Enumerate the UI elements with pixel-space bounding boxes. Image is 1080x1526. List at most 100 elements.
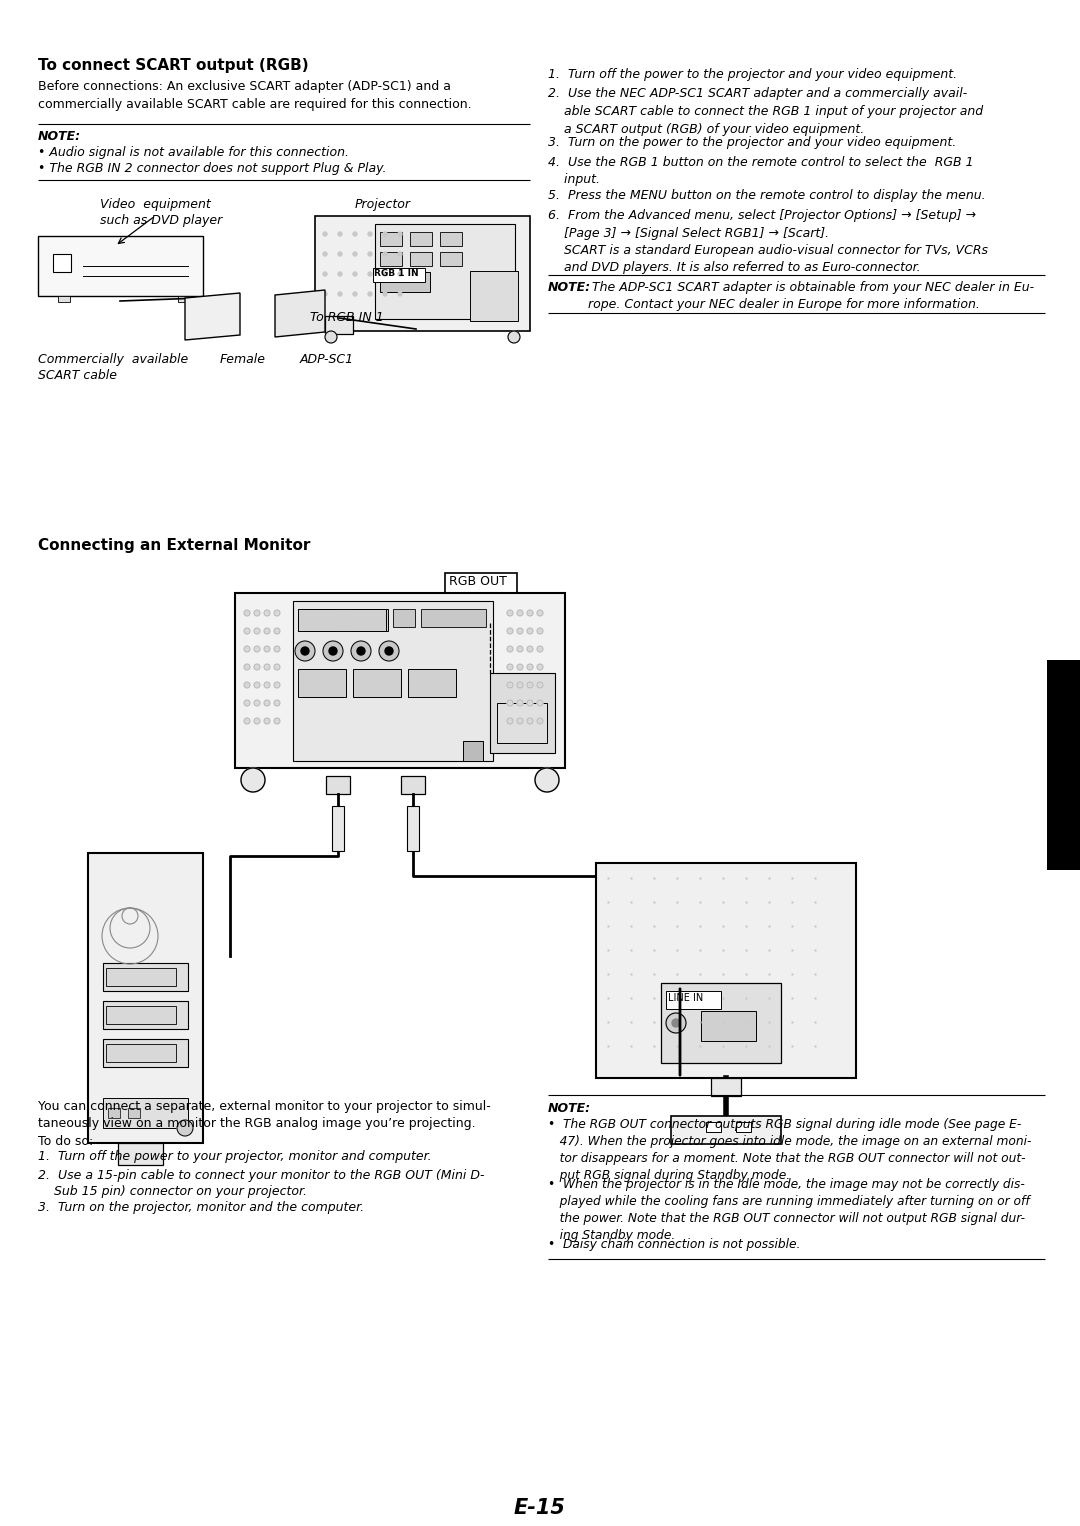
Text: 3.  Turn on the power to the projector and your video equipment.: 3. Turn on the power to the projector an… (548, 136, 956, 150)
Bar (326, 777, 350, 794)
Bar (298, 609, 338, 630)
Bar (315, 217, 530, 331)
Bar (706, 1122, 721, 1132)
Circle shape (338, 291, 342, 296)
Circle shape (537, 610, 543, 617)
Circle shape (244, 664, 249, 670)
Bar (58, 296, 70, 302)
Circle shape (537, 719, 543, 723)
Bar (440, 252, 462, 266)
Circle shape (323, 291, 327, 296)
Text: To RGB IN 1: To RGB IN 1 (310, 311, 383, 324)
Text: Before connections: An exclusive SCART adapter (ADP-SC1) and a
commercially avai: Before connections: An exclusive SCART a… (38, 79, 472, 111)
Bar (325, 316, 353, 334)
Circle shape (323, 252, 327, 256)
Bar (235, 594, 565, 768)
Text: LINE IN: LINE IN (669, 993, 703, 1003)
Bar (380, 252, 402, 266)
Bar (373, 269, 426, 282)
Circle shape (244, 645, 249, 652)
Bar (298, 609, 386, 630)
Bar (490, 673, 555, 752)
Bar (353, 668, 401, 697)
Circle shape (241, 768, 265, 792)
Text: •  Daisy chain connection is not possible.: • Daisy chain connection is not possible… (548, 1238, 800, 1251)
Circle shape (383, 232, 387, 237)
Bar (103, 963, 188, 990)
Circle shape (264, 719, 270, 723)
Text: Commercially  available
SCART cable: Commercially available SCART cable (38, 353, 188, 382)
Circle shape (379, 641, 399, 661)
Circle shape (301, 647, 309, 655)
Bar (497, 703, 546, 743)
Bar (440, 232, 462, 246)
Bar (375, 224, 515, 319)
Circle shape (384, 647, 393, 655)
Circle shape (517, 645, 523, 652)
Text: E-15: E-15 (514, 1499, 566, 1518)
Text: 3.  Turn on the projector, monitor and the computer.: 3. Turn on the projector, monitor and th… (38, 1201, 364, 1215)
Bar (53, 253, 71, 272)
Circle shape (368, 291, 372, 296)
Bar (410, 252, 432, 266)
Bar (118, 1143, 163, 1164)
Circle shape (527, 610, 534, 617)
Text: Projector: Projector (355, 198, 411, 211)
Bar (393, 609, 415, 627)
Bar (106, 967, 176, 986)
Text: RGB 1 IN: RGB 1 IN (374, 269, 419, 278)
Circle shape (399, 291, 402, 296)
Circle shape (507, 645, 513, 652)
Text: •  The RGB OUT connector outputs RGB signal during idle mode (See page E-
   47): • The RGB OUT connector outputs RGB sign… (548, 1119, 1031, 1183)
Circle shape (508, 331, 519, 343)
Circle shape (244, 629, 249, 633)
Circle shape (537, 645, 543, 652)
Circle shape (244, 610, 249, 617)
Circle shape (537, 664, 543, 670)
Text: RGB OUT: RGB OUT (449, 575, 507, 588)
Text: You can connect a separate, external monitor to your projector to simul-
taneous: You can connect a separate, external mon… (38, 1100, 490, 1148)
Circle shape (517, 719, 523, 723)
Bar (106, 1006, 176, 1024)
Circle shape (357, 647, 365, 655)
Bar (711, 1077, 741, 1096)
Circle shape (325, 331, 337, 343)
Circle shape (254, 700, 260, 707)
Circle shape (527, 664, 534, 670)
Text: NOTE:: NOTE: (548, 1102, 591, 1116)
Bar (661, 983, 781, 1064)
Circle shape (323, 272, 327, 276)
Text: Female: Female (220, 353, 266, 366)
Circle shape (353, 272, 357, 276)
Circle shape (507, 719, 513, 723)
Circle shape (383, 272, 387, 276)
Bar (401, 777, 426, 794)
Text: To connect SCART output (RGB): To connect SCART output (RGB) (38, 58, 309, 73)
Text: Video  equipment
such as DVD player: Video equipment such as DVD player (100, 198, 222, 227)
Circle shape (517, 610, 523, 617)
Circle shape (295, 641, 315, 661)
Circle shape (399, 272, 402, 276)
Circle shape (399, 252, 402, 256)
Bar (408, 668, 456, 697)
Circle shape (264, 682, 270, 688)
Text: NOTE:: NOTE: (548, 281, 591, 295)
Circle shape (527, 719, 534, 723)
Bar (671, 1116, 781, 1144)
Bar (103, 1039, 188, 1067)
Polygon shape (185, 293, 240, 340)
Bar (421, 609, 486, 627)
Circle shape (368, 252, 372, 256)
Bar (298, 668, 346, 697)
Circle shape (507, 700, 513, 707)
Bar (1047, 661, 1080, 870)
Circle shape (254, 645, 260, 652)
Circle shape (537, 700, 543, 707)
Circle shape (274, 645, 280, 652)
Bar (470, 272, 518, 320)
Circle shape (368, 272, 372, 276)
Text: ADP-SC1: ADP-SC1 (300, 353, 354, 366)
Bar (38, 237, 203, 296)
Bar (332, 806, 345, 852)
Circle shape (517, 664, 523, 670)
